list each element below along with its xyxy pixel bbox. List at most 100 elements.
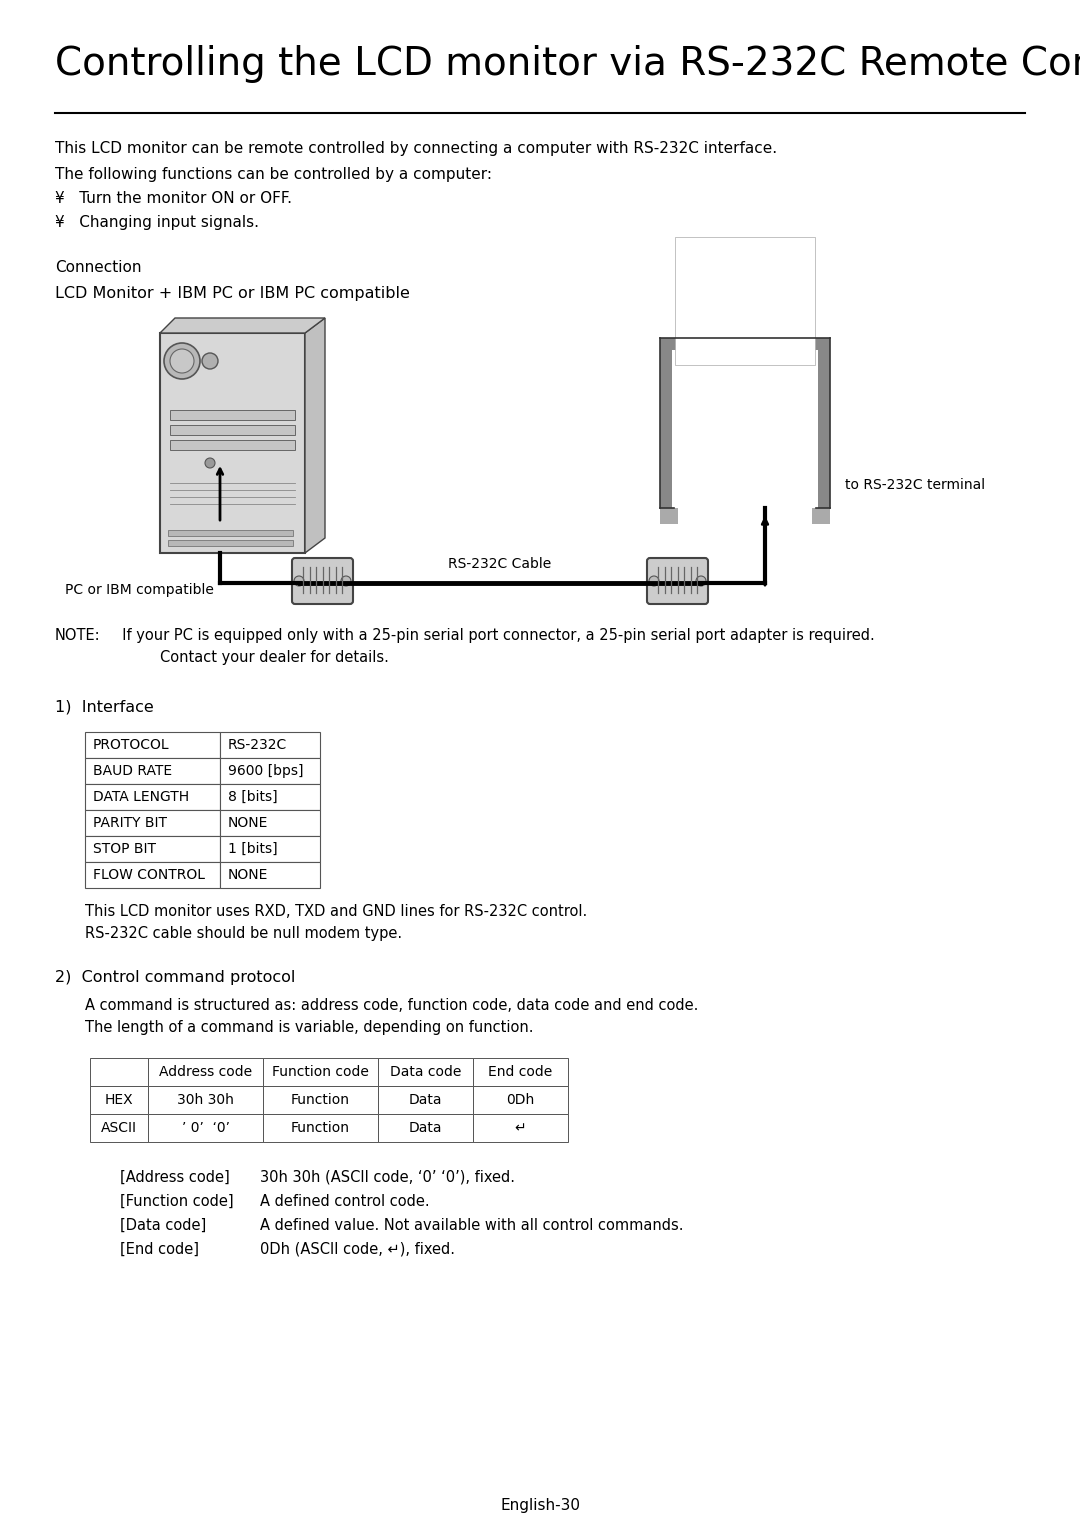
Text: LCD Monitor + IBM PC or IBM PC compatible: LCD Monitor + IBM PC or IBM PC compatibl… [55, 286, 410, 301]
Bar [168, 530, 293, 536]
Circle shape [205, 458, 215, 468]
Text: If your PC is equipped only with a 25-pin serial port connector, a 25-pin serial: If your PC is equipped only with a 25-pi… [113, 628, 875, 643]
Bar [473, 1114, 568, 1141]
Bar [148, 1057, 264, 1086]
Bar [473, 1086, 568, 1114]
FancyBboxPatch shape [647, 558, 708, 604]
Bar [378, 1057, 473, 1086]
Text: Data code: Data code [390, 1065, 461, 1079]
Bar [85, 732, 220, 758]
Bar [85, 810, 220, 836]
Bar [220, 810, 320, 836]
Bar [818, 338, 831, 507]
Bar [148, 1086, 264, 1114]
Text: 1)  Interface: 1) Interface [55, 700, 153, 715]
Bar [170, 440, 295, 451]
Bar [160, 333, 305, 553]
Bar [220, 862, 320, 888]
Text: A defined value. Not available with all control commands.: A defined value. Not available with all … [260, 1218, 684, 1233]
Bar [168, 539, 293, 545]
Text: PROTOCOL: PROTOCOL [93, 738, 170, 752]
Text: This LCD monitor uses RXD, TXD and GND lines for RS-232C control.: This LCD monitor uses RXD, TXD and GND l… [85, 905, 588, 918]
Polygon shape [160, 318, 325, 333]
Text: RS-232C Cable: RS-232C Cable [448, 558, 552, 571]
Text: PARITY BIT: PARITY BIT [93, 816, 167, 830]
Text: 30h 30h (ASCII code, ‘0’ ‘0’), fixed.: 30h 30h (ASCII code, ‘0’ ‘0’), fixed. [260, 1170, 515, 1186]
FancyBboxPatch shape [292, 558, 353, 604]
Circle shape [202, 353, 218, 368]
Bar [660, 338, 672, 507]
Text: RS-232C: RS-232C [228, 738, 287, 752]
Text: [End code]: [End code] [120, 1242, 199, 1258]
Text: 9600 [bps]: 9600 [bps] [228, 764, 303, 778]
Text: Address code: Address code [159, 1065, 252, 1079]
Bar [378, 1086, 473, 1114]
Text: 30h 30h: 30h 30h [177, 1093, 234, 1106]
Text: FLOW CONTROL: FLOW CONTROL [93, 868, 205, 882]
Text: ’ 0’  ‘0’: ’ 0’ ‘0’ [181, 1122, 229, 1135]
Text: BAUD RATE: BAUD RATE [93, 764, 172, 778]
Bar [85, 836, 220, 862]
Text: A defined control code.: A defined control code. [260, 1193, 430, 1209]
Bar [378, 1114, 473, 1141]
Text: The length of a command is variable, depending on function.: The length of a command is variable, dep… [85, 1021, 534, 1034]
Text: ↵: ↵ [515, 1122, 526, 1135]
Text: Function code: Function code [272, 1065, 369, 1079]
Text: The following functions can be controlled by a computer:: The following functions can be controlle… [55, 167, 492, 182]
Text: Connection: Connection [55, 260, 141, 275]
Circle shape [649, 576, 659, 587]
Bar [220, 758, 320, 784]
Circle shape [164, 342, 200, 379]
Text: DATA LENGTH: DATA LENGTH [93, 790, 189, 804]
Bar [85, 784, 220, 810]
Bar [85, 758, 220, 784]
Bar [220, 732, 320, 758]
Text: PC or IBM compatible: PC or IBM compatible [65, 584, 214, 597]
Bar [264, 1114, 378, 1141]
Text: Data: Data [408, 1122, 442, 1135]
Bar [170, 425, 295, 435]
Bar [85, 862, 220, 888]
Bar [473, 1057, 568, 1086]
Circle shape [696, 576, 706, 587]
Text: English-30: English-30 [500, 1497, 580, 1513]
Bar [90, 1057, 148, 1086]
Text: [Data code]: [Data code] [120, 1218, 206, 1233]
Bar [812, 507, 831, 524]
Text: Data: Data [408, 1093, 442, 1106]
Circle shape [294, 576, 303, 587]
Text: A command is structured as: address code, function code, data code and end code.: A command is structured as: address code… [85, 998, 699, 1013]
Text: Function: Function [291, 1093, 350, 1106]
Text: to RS-232C terminal: to RS-232C terminal [845, 478, 985, 492]
Bar [90, 1114, 148, 1141]
Bar [220, 784, 320, 810]
Text: ASCII: ASCII [102, 1122, 137, 1135]
Text: ¥   Turn the monitor ON or OFF.: ¥ Turn the monitor ON or OFF. [55, 191, 292, 206]
Text: 1 [bits]: 1 [bits] [228, 842, 278, 856]
Bar [264, 1057, 378, 1086]
Bar [660, 338, 831, 350]
Circle shape [170, 348, 194, 373]
Text: NOTE:: NOTE: [55, 628, 100, 643]
Bar [660, 507, 678, 524]
Circle shape [341, 576, 351, 587]
Bar [264, 1086, 378, 1114]
Text: RS-232C cable should be null modem type.: RS-232C cable should be null modem type. [85, 926, 402, 941]
Text: Controlling the LCD monitor via RS-232C Remote Control: Controlling the LCD monitor via RS-232C … [55, 44, 1080, 83]
Text: [Function code]: [Function code] [120, 1193, 233, 1209]
Text: 2)  Control command protocol: 2) Control command protocol [55, 970, 295, 986]
Text: Contact your dealer for details.: Contact your dealer for details. [160, 649, 389, 665]
Text: This LCD monitor can be remote controlled by connecting a computer with RS-232C : This LCD monitor can be remote controlle… [55, 141, 778, 156]
Text: ¥   Changing input signals.: ¥ Changing input signals. [55, 215, 259, 231]
Text: Function: Function [291, 1122, 350, 1135]
Text: HEX: HEX [105, 1093, 133, 1106]
Text: [Address code]: [Address code] [120, 1170, 230, 1186]
Polygon shape [305, 318, 325, 553]
Text: NONE: NONE [228, 868, 268, 882]
Bar [148, 1114, 264, 1141]
Text: End code: End code [488, 1065, 553, 1079]
Text: 0Dh: 0Dh [507, 1093, 535, 1106]
Text: STOP BIT: STOP BIT [93, 842, 156, 856]
Text: 8 [bits]: 8 [bits] [228, 790, 278, 804]
Text: NONE: NONE [228, 816, 268, 830]
